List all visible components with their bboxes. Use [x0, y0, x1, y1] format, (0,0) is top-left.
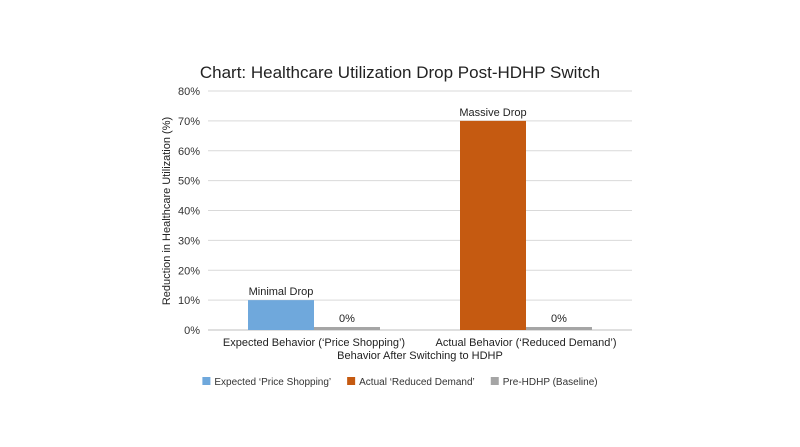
y-tick-label: 10% — [178, 295, 200, 307]
bar — [526, 327, 592, 330]
bar — [248, 300, 314, 330]
bar — [460, 120, 526, 330]
category-label: Actual Behavior (‘Reduced Demand’) — [436, 337, 617, 349]
legend-label: Actual ‘Reduced Demand’ — [359, 377, 475, 388]
legend-swatch — [202, 377, 211, 385]
y-axis-title: Reduction in Healthcare Utilization (%) — [161, 117, 173, 305]
bars — [248, 120, 592, 330]
legend-swatch — [490, 377, 499, 385]
y-axis-ticks: 0% 10% 20% 30% 40% 50% 60% 70% 80% — [178, 86, 200, 337]
chart-title: Chart: Healthcare Utilization Drop Post-… — [200, 63, 600, 82]
y-tick-label: 20% — [178, 265, 200, 277]
category-label: Expected Behavior (‘Price Shopping’) — [223, 337, 405, 349]
y-tick-label: 50% — [178, 176, 200, 188]
bar — [314, 327, 380, 330]
data-labels: Minimal Drop 0% Massive Drop 0% — [249, 107, 568, 325]
y-tick-label: 0% — [184, 325, 200, 337]
y-tick-label: 60% — [178, 146, 200, 158]
y-tick-label: 40% — [178, 206, 200, 218]
data-label: Massive Drop — [459, 107, 526, 119]
data-label: 0% — [551, 313, 567, 325]
legend-label: Pre-HDHP (Baseline) — [503, 377, 598, 388]
y-tick-label: 70% — [178, 116, 200, 128]
legend-swatch — [347, 377, 356, 385]
category-labels: Expected Behavior (‘Price Shopping’) Actu… — [223, 337, 617, 349]
x-axis-title: Behavior After Switching to HDHP — [337, 350, 503, 362]
data-label: 0% — [339, 313, 355, 325]
y-tick-label: 80% — [178, 86, 200, 98]
data-label: Minimal Drop — [249, 286, 314, 298]
legend-label: Expected ‘Price Shopping’ — [214, 377, 331, 388]
legend: Expected ‘Price Shopping’ Actual ‘Reduced… — [202, 377, 598, 388]
y-tick-label: 30% — [178, 235, 200, 247]
